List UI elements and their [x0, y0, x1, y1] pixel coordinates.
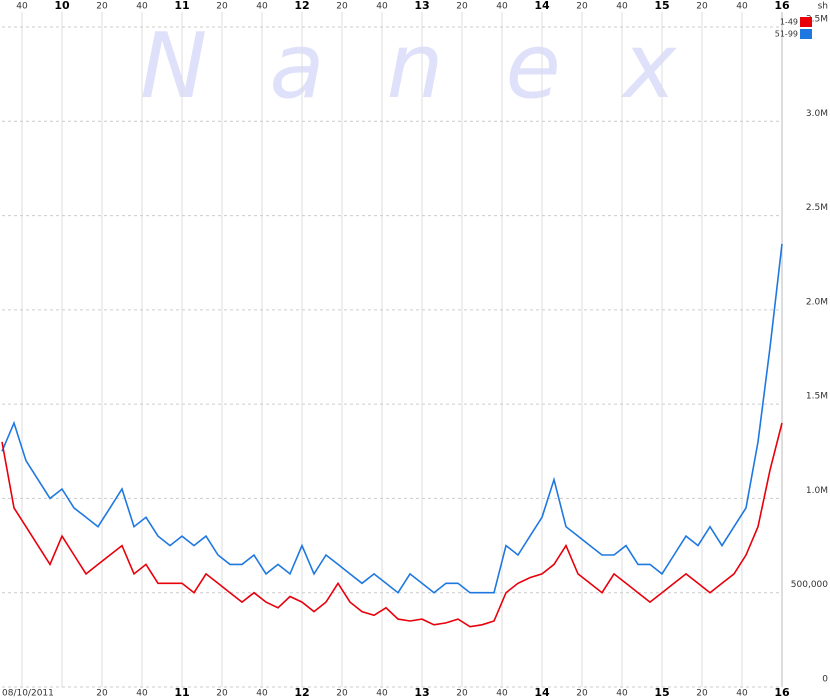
y-unit: sh	[818, 2, 828, 12]
x-tick-label: 40	[736, 689, 748, 699]
x-tick-label: 40	[376, 689, 388, 699]
x-tick-label: 11	[174, 0, 189, 12]
x-tick-label: 16	[774, 686, 790, 699]
y-tick-label: 2.0M	[806, 297, 828, 307]
x-tick-label: 20	[336, 689, 348, 699]
x-tick-label: 20	[216, 2, 228, 12]
date-label: 08/10/2011	[2, 689, 54, 699]
x-tick-label: 20	[96, 2, 108, 12]
x-tick-label: 14	[534, 686, 550, 699]
x-tick-label: 15	[654, 0, 669, 12]
legend-swatch	[800, 17, 812, 27]
x-tick-label: 20	[696, 2, 708, 12]
y-tick-label: 500,000	[791, 580, 828, 590]
x-tick-label: 20	[216, 689, 228, 699]
x-tick-label: 40	[496, 689, 508, 699]
series-line	[1, 422, 783, 628]
watermark: Nanex	[140, 14, 738, 119]
x-tick-label: 40	[256, 2, 268, 12]
x-tick-label: 14	[534, 0, 550, 12]
y-tick-label: 3.0M	[806, 109, 828, 119]
x-tick-label: 40	[16, 2, 28, 12]
series-line	[1, 243, 783, 594]
x-tick-label: 20	[696, 689, 708, 699]
legend-label: 1-49	[780, 18, 798, 27]
x-tick-label: 40	[256, 689, 268, 699]
x-tick-label: 20	[336, 2, 348, 12]
y-tick-label: 1.0M	[806, 486, 828, 496]
x-tick-label: 40	[496, 2, 508, 12]
x-tick-label: 16	[774, 0, 790, 12]
x-tick-label: 40	[136, 2, 148, 12]
x-tick-label: 40	[736, 2, 748, 12]
x-tick-label: 11	[174, 686, 189, 699]
x-tick-label: 40	[376, 2, 388, 12]
x-tick-label: 20	[456, 689, 468, 699]
x-tick-label: 20	[576, 689, 588, 699]
x-tick-label: 40	[616, 689, 628, 699]
y-tick-label: 2.5M	[806, 203, 828, 213]
x-tick-label: 13	[414, 0, 429, 12]
y-tick-label: 1.5M	[806, 392, 828, 402]
x-tick-label: 10	[54, 0, 70, 12]
y-tick-label: 0	[822, 675, 828, 685]
x-tick-label: 40	[136, 689, 148, 699]
x-tick-label: 20	[96, 689, 108, 699]
x-tick-label: 12	[294, 686, 309, 699]
x-tick-label: 15	[654, 686, 669, 699]
x-tick-label: 13	[414, 686, 429, 699]
x-tick-label: 20	[576, 2, 588, 12]
legend-label: 51-99	[775, 30, 798, 39]
x-tick-label: 40	[616, 2, 628, 12]
x-tick-label: 20	[456, 2, 468, 12]
legend-swatch	[800, 29, 812, 39]
y-tick-label: 3.5M	[806, 15, 828, 25]
x-tick-label: 12	[294, 0, 309, 12]
